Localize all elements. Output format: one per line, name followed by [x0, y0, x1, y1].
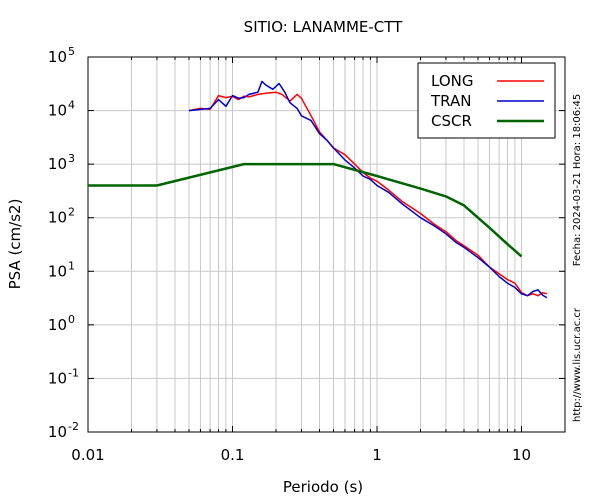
y-tick-label: 10 [48, 423, 67, 441]
y-tick-exponent: 2 [68, 206, 75, 219]
source-url-annotation: http://www.lis.ucr.ac.cr [572, 307, 583, 422]
y-tick-exponent: -1 [68, 366, 79, 379]
legend-label-long: LONG [431, 72, 473, 90]
y-tick-label: 10 [48, 48, 67, 66]
legend-label-tran: TRAN [430, 92, 471, 110]
y-tick-label: 10 [48, 209, 67, 227]
y-tick-label: 10 [48, 369, 67, 387]
legend: LONG TRAN CSCR [417, 62, 556, 139]
y-tick-exponent: 3 [68, 152, 75, 165]
y-tick-label: 10 [48, 316, 67, 334]
legend-label-cscr: CSCR [431, 112, 472, 130]
timestamp-annotation: Fecha: 2024-03-21 Hora: 18:06:45 [572, 94, 583, 267]
y-axis-label: PSA (cm/s2) [6, 199, 24, 290]
y-tick-label: 10 [48, 155, 67, 173]
series-line-long [188, 91, 548, 297]
y-tick-exponent: 5 [68, 45, 75, 58]
y-tick-label: 10 [48, 102, 67, 120]
series-layer [88, 80, 548, 299]
series-line-tran [188, 80, 548, 299]
x-tick-label: 0.1 [221, 446, 245, 464]
y-tick-label: 10 [48, 262, 67, 280]
y-tick-exponent: 0 [68, 313, 75, 326]
x-axis-label: Periodo (s) [283, 478, 363, 496]
chart-title: SITIO: LANAMME-CTT [244, 18, 403, 36]
grid-layer [87, 56, 566, 433]
y-tick-exponent: 4 [68, 99, 75, 112]
x-tick-label: 1 [372, 446, 382, 464]
x-tick-label: 0.01 [71, 446, 104, 464]
y-tick-exponent: -2 [68, 420, 79, 433]
series-line-cscr [88, 162, 523, 258]
plot-frame [87, 56, 566, 433]
x-tick-label: 10 [512, 446, 531, 464]
y-tick-exponent: 1 [68, 259, 75, 272]
